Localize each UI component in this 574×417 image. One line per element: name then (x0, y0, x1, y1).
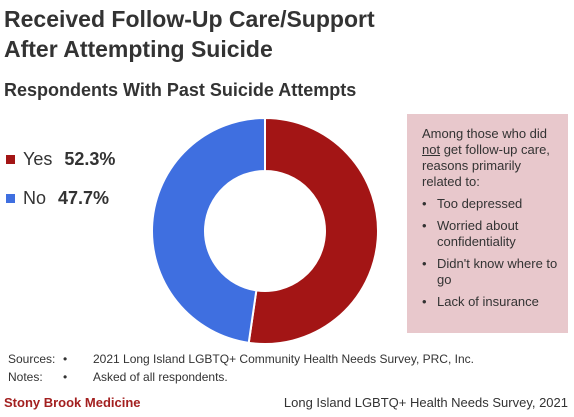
chart-title-line-1: Received Follow-Up Care/Support (4, 6, 375, 32)
bullet-icon: • (63, 352, 68, 366)
legend-label-yes: Yes (23, 148, 53, 169)
bullet-icon: • (422, 218, 427, 233)
notes-text: Asked of all respondents. (93, 370, 228, 384)
bullet-icon: • (63, 370, 68, 384)
brand-logo-text: Stony Brook Medicine (4, 395, 141, 410)
chart-title: Received Follow-Up Care/Support After At… (4, 4, 424, 64)
donut-slice-yes (247, 116, 379, 345)
chart-title-line-2: After Attempting Suicide (4, 36, 273, 62)
reasons-intro-before: Among those who did (422, 126, 548, 141)
notes-label: Notes: (8, 370, 43, 384)
reason-item: • Too depressed (422, 196, 523, 211)
reason-item: • Lack of insurance (422, 294, 539, 309)
legend-value-no: 47.7% (58, 187, 110, 208)
legend-swatch-no (6, 193, 15, 203)
bullet-icon: • (422, 196, 427, 211)
legend-item-no: No 47.7% (6, 187, 115, 209)
legend-item-yes: Yes 52.3% (6, 148, 115, 170)
reasons-intro-after: get follow-up care, reasons primarily re… (422, 142, 550, 189)
chart-legend: Yes 52.3% No 47.7% (6, 148, 115, 226)
reasons-intro-not: not (422, 142, 441, 157)
legend-value-yes: 52.3% (64, 148, 116, 169)
survey-name: Long Island LGBTQ+ Health Needs Survey, … (283, 395, 568, 410)
chart-subtitle: Respondents With Past Suicide Attempts (4, 80, 357, 100)
reasons-intro: Among those who did not get follow-up ca… (422, 126, 558, 190)
reasons-list: • Too depressed • Worried about confidenti… (422, 196, 558, 310)
notes-line: Notes: • Asked of all respondents. (8, 370, 228, 384)
sources-text: 2021 Long Island LGBTQ+ Community Health… (93, 352, 474, 366)
donut-chart (151, 116, 379, 345)
bullet-icon: • (422, 256, 427, 271)
sources-label: Sources: (8, 352, 56, 366)
bullet-icon: • (422, 294, 427, 309)
reasons-note-box: Among those who did not get follow-up ca… (407, 114, 568, 333)
reason-item: • Didn't know where to go (422, 256, 558, 287)
sources-line: Sources: • 2021 Long Island LGBTQ+ Communi… (8, 352, 474, 366)
legend-label-no: No (23, 187, 47, 208)
donut-slice-no (151, 116, 266, 344)
reason-item: • Worried about confidentiality (422, 218, 519, 249)
legend-swatch-yes (6, 154, 15, 164)
